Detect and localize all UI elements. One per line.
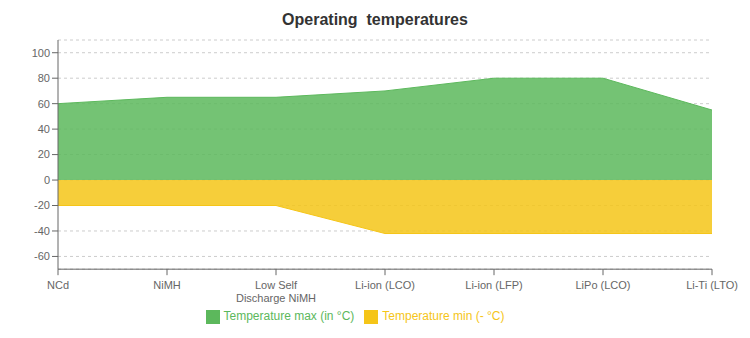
svg-text:-20: -20 — [34, 199, 50, 211]
svg-text:0: 0 — [44, 174, 50, 186]
svg-text:100: 100 — [32, 47, 50, 59]
svg-text:NiMH: NiMH — [153, 279, 181, 291]
html-text:Operating temperatures: Operating temperatures — [282, 11, 468, 28]
svg-text:20: 20 — [38, 148, 50, 160]
svg-text:Li-ion (LCO): Li-ion (LCO) — [355, 279, 415, 291]
html-text:Temperature min (- °C): Temperature min (- °C) — [382, 309, 505, 324]
svg-text:Li-ion (LFP): Li-ion (LFP) — [465, 279, 522, 291]
svg-text:60: 60 — [38, 98, 50, 110]
svg-text:LiPo (LCO): LiPo (LCO) — [575, 279, 630, 291]
html-text:Temperature max (in °C): Temperature max (in °C) — [223, 309, 355, 324]
svg-text:Li-Ti (LTO): Li-Ti (LTO) — [686, 279, 738, 291]
svg-text:40: 40 — [38, 123, 50, 135]
svg-text:NCd: NCd — [47, 279, 69, 291]
svg-text:80: 80 — [38, 72, 50, 84]
svg-text:Low SelfDischarge NiMH: Low SelfDischarge NiMH — [236, 279, 316, 304]
svg-text:-40: -40 — [34, 225, 50, 237]
svg-text:-60: -60 — [34, 250, 50, 262]
